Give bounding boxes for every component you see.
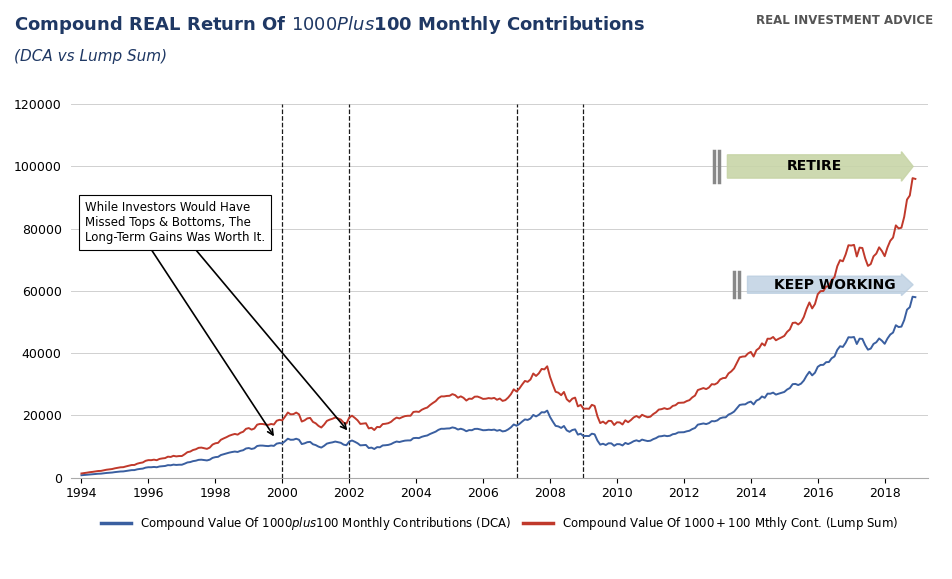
FancyArrow shape	[747, 274, 913, 296]
Text: Compound REAL Return Of $1000 Plus $100 Monthly Contributions: Compound REAL Return Of $1000 Plus $100 …	[14, 14, 645, 36]
Text: REAL INVESTMENT ADVICE: REAL INVESTMENT ADVICE	[756, 14, 933, 27]
Text: KEEP WORKING: KEEP WORKING	[774, 278, 895, 292]
Legend: Compound Value Of $1000 plus $100 Monthly Contributions (DCA), Compound Value Of: Compound Value Of $1000 plus $100 Monthl…	[96, 511, 903, 537]
FancyArrow shape	[727, 152, 913, 181]
Text: RETIRE: RETIRE	[786, 159, 842, 174]
Text: (DCA vs Lump Sum): (DCA vs Lump Sum)	[14, 49, 168, 64]
Text: While Investors Would Have
Missed Tops & Bottoms, The
Long-Term Gains Was Worth : While Investors Would Have Missed Tops &…	[85, 201, 265, 244]
